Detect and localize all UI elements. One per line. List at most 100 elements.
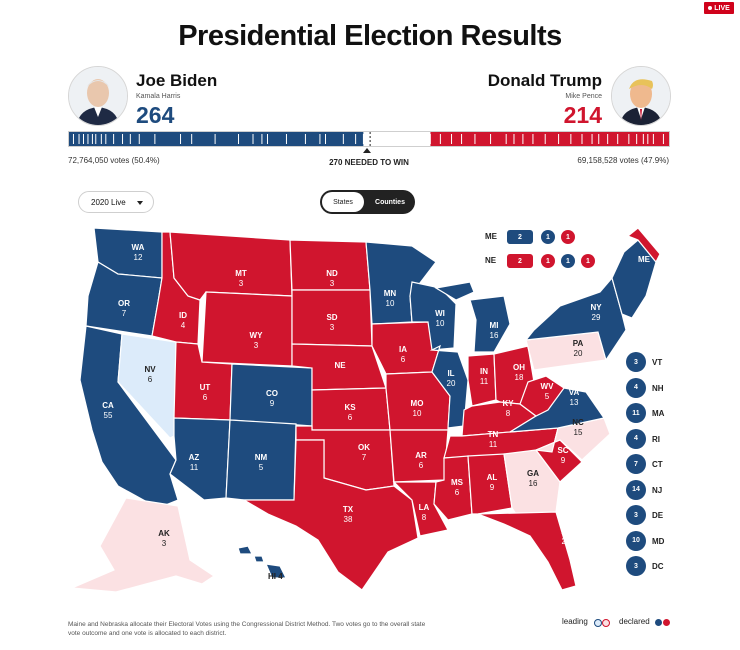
state-nv[interactable] — [117, 333, 177, 439]
state-ev-ia: 6 — [401, 355, 406, 364]
state-ev-ok: 7 — [362, 453, 367, 462]
state-label-co: CO — [266, 389, 278, 398]
state-ev-wa: 12 — [134, 253, 143, 262]
small-state-ev-md[interactable]: 10 — [626, 530, 646, 551]
state-label-ga: GA — [527, 469, 539, 478]
state-ev-sc: 9 — [561, 456, 566, 465]
state-label-pa: PA — [573, 339, 584, 348]
year-select[interactable]: 2020 Live — [78, 191, 154, 213]
state-label-hi: HI 4 — [268, 572, 283, 581]
state-wy[interactable] — [201, 291, 293, 367]
state-ev-or: 7 — [122, 309, 127, 318]
state-ev-ks: 6 — [348, 413, 353, 422]
ne-split-label: NE — [485, 256, 497, 265]
state-ev-fl: 29 — [562, 537, 571, 546]
uncalled-ev-segment — [363, 132, 431, 146]
small-state-label-de: DE — [652, 511, 664, 520]
trump-popular-votes: 69,158,528 votes (47.9%) — [577, 156, 669, 165]
state-label-mi: MI — [490, 321, 499, 330]
me-statewide-votes: 2 — [507, 230, 533, 244]
state-ev-ca: 55 — [104, 411, 113, 420]
footnote: Maine and Nebraska allocate their Electo… — [68, 621, 426, 637]
state-tx[interactable] — [241, 439, 419, 591]
small-state-label-nh: NH — [652, 383, 664, 393]
state-label-mt: MT — [235, 269, 247, 278]
small-state-ev-vt[interactable]: 3 — [626, 352, 646, 372]
state-label-ak: AK — [158, 529, 170, 538]
me-district-1: 1 — [541, 230, 555, 244]
trump-running-mate: Mike Pence — [565, 93, 602, 100]
state-hi[interactable] — [237, 545, 287, 579]
state-ak[interactable] — [71, 497, 216, 593]
state-label-wa: WA — [132, 243, 145, 252]
state-ev-nv: 6 — [148, 375, 153, 384]
chevron-down-icon — [137, 201, 143, 205]
legend-declared-label: declared — [619, 617, 650, 626]
trump-avatar — [611, 66, 671, 126]
small-state-ev-ct[interactable]: 7 — [626, 454, 646, 474]
state-mt[interactable] — [169, 231, 293, 301]
small-state-label-ri: RI — [652, 434, 660, 444]
state-label-la: LA — [419, 503, 430, 512]
trump-portrait-icon — [612, 67, 670, 125]
legend-leading-label: leading — [562, 617, 588, 626]
state-al[interactable] — [467, 453, 513, 515]
state-label-ok: OK — [358, 443, 370, 452]
state-ev-tn: 11 — [489, 440, 498, 449]
state-ny[interactable] — [524, 276, 627, 362]
state-ev-wy: 3 — [254, 341, 259, 350]
state-label-tx: TX — [343, 505, 354, 514]
biden-name: Joe Biden — [136, 71, 218, 90]
page-title: Presidential Election Results — [178, 20, 562, 52]
state-label-ne: NE — [334, 361, 346, 370]
biden-electoral-votes: 264 — [136, 102, 175, 128]
state-mi[interactable] — [434, 281, 511, 353]
state-label-ny: NY — [590, 303, 602, 312]
small-state-ev-nj[interactable]: 14 — [626, 479, 646, 500]
state-fl[interactable] — [477, 511, 577, 591]
leading-rep-swatch — [602, 619, 610, 627]
state-label-me: ME — [638, 255, 651, 264]
declared-rep-swatch — [663, 619, 670, 626]
state-ev-mn: 10 — [386, 299, 395, 308]
state-ev-mt: 3 — [239, 279, 244, 288]
state-ev-ms: 6 — [455, 488, 460, 497]
state-ev-ut: 6 — [203, 393, 208, 402]
state-ev-il: 20 — [447, 379, 456, 388]
state-label-wv: WV — [541, 382, 555, 391]
state-in[interactable] — [467, 353, 497, 407]
biden-portrait-icon — [69, 67, 127, 125]
toggle-states-button[interactable]: States — [322, 192, 364, 212]
state-me[interactable] — [626, 227, 661, 264]
state-ev-mi: 16 — [490, 331, 499, 340]
small-state-ev-de[interactable]: 3 — [626, 505, 646, 525]
state-az[interactable] — [169, 417, 231, 501]
live-dot-icon — [708, 6, 713, 10]
leading-dem-swatch — [594, 619, 602, 627]
state-ev-co: 9 — [270, 399, 275, 408]
state-ev-sd: 3 — [330, 323, 335, 332]
state-label-sd: SD — [326, 313, 337, 322]
state-label-al: AL — [487, 473, 498, 482]
state-ne-eng[interactable] — [611, 239, 657, 319]
state-wv[interactable] — [519, 375, 565, 417]
state-label-ky: KY — [502, 399, 514, 408]
trump-name: Donald Trump — [487, 71, 602, 90]
state-ev-ky: 8 — [506, 409, 511, 418]
state-label-sc: SC — [557, 446, 568, 455]
state-ev-tx: 38 — [344, 515, 353, 524]
small-state-ev-ri[interactable]: 4 — [626, 428, 646, 449]
ne-district-2: 1 — [561, 254, 575, 268]
small-state-label-vt: VT — [652, 358, 663, 367]
toggle-counties-button[interactable]: Counties — [375, 198, 405, 206]
small-state-ev-ma[interactable]: 11 — [626, 403, 646, 423]
state-ev-ny: 29 — [592, 313, 601, 322]
state-ev-nc: 15 — [574, 428, 583, 437]
small-state-ev-dc[interactable]: 3 — [626, 556, 646, 576]
state-label-mo: MO — [411, 399, 424, 408]
small-state-label-dc: DC — [652, 562, 664, 571]
state-label-az: AZ — [189, 453, 200, 462]
state-il[interactable] — [429, 344, 469, 429]
small-state-ev-nh[interactable]: 4 — [626, 377, 646, 398]
